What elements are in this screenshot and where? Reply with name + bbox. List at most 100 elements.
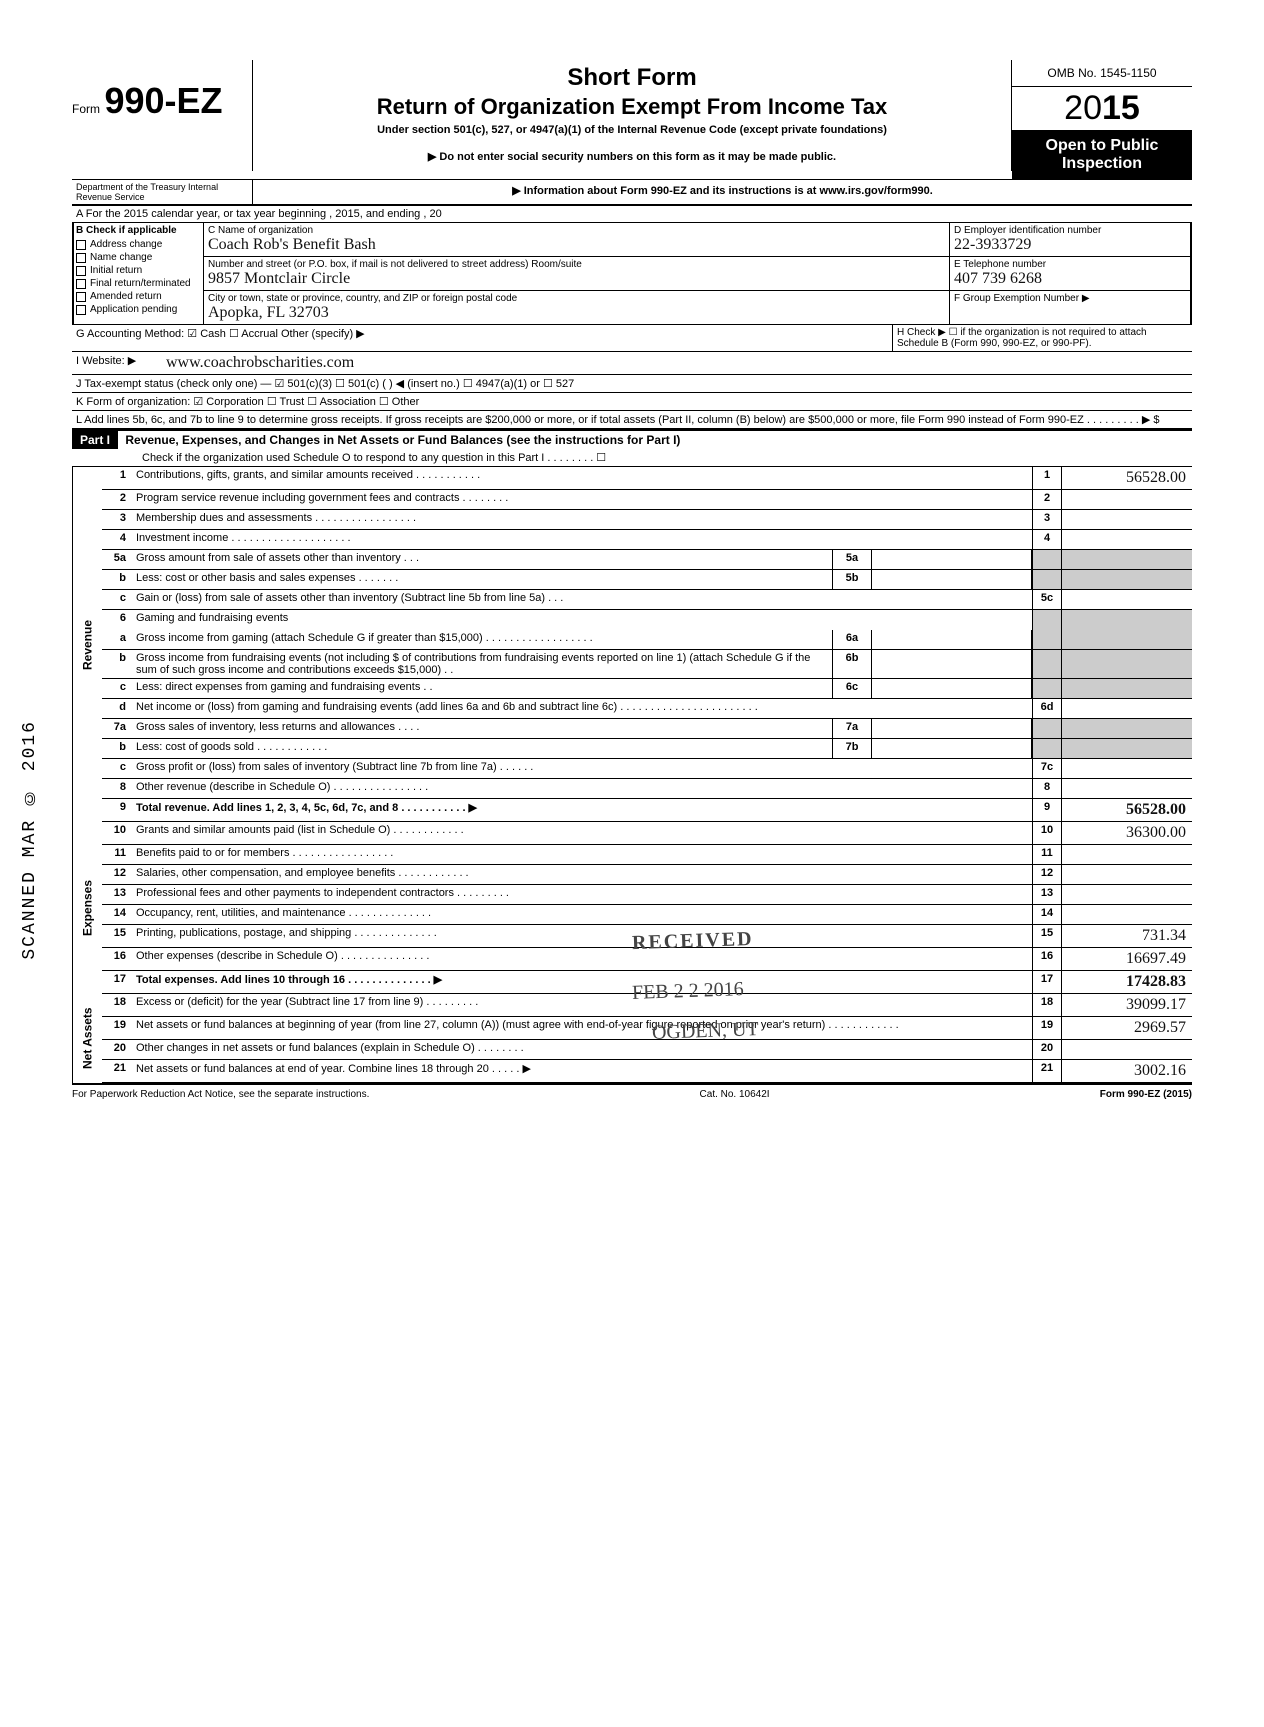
org-name-label: C Name of organization: [208, 225, 945, 236]
chk-final-return[interactable]: Final return/terminated: [74, 277, 203, 290]
line-5c: cGain or (loss) from sale of assets othe…: [102, 590, 1192, 610]
line-6: 6Gaming and fundraising events: [102, 610, 1192, 630]
chk-application-pending[interactable]: Application pending: [74, 303, 203, 316]
line-i-row: I Website: ▶ www.coachrobscharities.com: [72, 352, 1192, 375]
tel-label: E Telephone number: [954, 259, 1186, 270]
line-6d: dNet income or (loss) from gaming and fu…: [102, 699, 1192, 719]
main-title: Return of Organization Exempt From Incom…: [261, 94, 1003, 120]
date-stamp: FEB 2 2 2016: [632, 978, 744, 1005]
line-8: 8Other revenue (describe in Schedule O) …: [102, 779, 1192, 799]
city-label: City or town, state or province, country…: [208, 293, 945, 304]
scanned-stamp: SCANNED MAR © 2016: [20, 720, 40, 960]
year-prefix: 20: [1064, 89, 1102, 127]
line-6a: aGross income from gaming (attach Schedu…: [102, 630, 1192, 650]
line-10: 10Grants and similar amounts paid (list …: [102, 822, 1192, 845]
line-11: 11Benefits paid to or for members . . . …: [102, 845, 1192, 865]
netassets-block: Net Assets 18Excess or (deficit) for the…: [72, 994, 1192, 1083]
line-k: K Form of organization: ☑ Corporation ☐ …: [72, 393, 1192, 411]
line-j: J Tax-exempt status (check only one) — ☑…: [72, 375, 1192, 393]
omb-number: OMB No. 1545-1150: [1012, 60, 1192, 87]
line-5b: bLess: cost or other basis and sales exp…: [102, 570, 1192, 590]
footer-right: Form 990-EZ (2015): [1100, 1089, 1192, 1100]
line-6b: bGross income from fundraising events (n…: [102, 650, 1192, 679]
ein-value: 22-3933729: [954, 236, 1186, 254]
line-l: L Add lines 5b, 6c, and 7b to line 9 to …: [72, 411, 1192, 429]
line-g: G Accounting Method: ☑ Cash ☐ Accrual Ot…: [72, 325, 892, 351]
ein-label: D Employer identification number: [954, 225, 1186, 236]
title-cell: Short Form Return of Organization Exempt…: [252, 60, 1012, 171]
info-note: ▶ Information about Form 990-EZ and its …: [252, 180, 1192, 204]
line-19: 19Net assets or fund balances at beginni…: [102, 1017, 1192, 1040]
right-header: OMB No. 1545-1150 2015 Open to Public In…: [1012, 60, 1192, 179]
ssn-note: ▶ Do not enter social security numbers o…: [261, 150, 1003, 163]
line-1: 1Contributions, gifts, grants, and simil…: [102, 467, 1192, 490]
form-number-cell: Form 990-EZ: [72, 60, 252, 122]
part1-title: Revenue, Expenses, and Changes in Net As…: [121, 431, 684, 449]
line-20: 20Other changes in net assets or fund ba…: [102, 1040, 1192, 1060]
year-bold: 15: [1102, 89, 1140, 127]
line-5a: 5aGross amount from sale of assets other…: [102, 550, 1192, 570]
form-990ez: Form 990-EZ Short Form Return of Organiz…: [72, 60, 1192, 1100]
revenue-side-label: Revenue: [72, 467, 102, 822]
chk-name-change[interactable]: Name change: [74, 251, 203, 264]
part1-header: Part I Revenue, Expenses, and Changes in…: [72, 429, 1192, 467]
subtitle: Under section 501(c), 527, or 4947(a)(1)…: [261, 124, 1003, 136]
ogden-stamp: OGDEN, UT: [652, 1018, 759, 1045]
footer-left: For Paperwork Reduction Act Notice, see …: [72, 1089, 369, 1100]
dept-row: Department of the Treasury Internal Reve…: [72, 179, 1192, 204]
line-6c: cLess: direct expenses from gaming and f…: [102, 679, 1192, 699]
line-i-label: I Website: ▶: [72, 352, 162, 374]
line-7c: cGross profit or (loss) from sales of in…: [102, 759, 1192, 779]
section-d: D Employer identification number 22-3933…: [950, 223, 1190, 324]
tel-row: E Telephone number 407 739 6268: [950, 257, 1190, 291]
open-inspection: Open to Public Inspection: [1012, 131, 1192, 179]
part1-label: Part I: [72, 431, 118, 449]
line-k-text: K Form of organization: ☑ Corporation ☐ …: [72, 393, 423, 410]
line-g-h: G Accounting Method: ☑ Cash ☐ Accrual Ot…: [72, 325, 1192, 352]
website-value: www.coachrobscharities.com: [162, 352, 1192, 374]
part1-check: Check if the organization used Schedule …: [72, 449, 1192, 466]
section-b: B Check if applicable Address change Nam…: [74, 223, 204, 324]
footer-mid: Cat. No. 10642I: [700, 1089, 770, 1100]
ein-row: D Employer identification number 22-3933…: [950, 223, 1190, 257]
line-a-text: A For the 2015 calendar year, or tax yea…: [72, 206, 1192, 222]
org-name-row: C Name of organization Coach Rob's Benef…: [204, 223, 949, 257]
form-label: Form: [72, 102, 100, 116]
line-14: 14Occupancy, rent, utilities, and mainte…: [102, 905, 1192, 925]
chk-initial-return[interactable]: Initial return: [74, 264, 203, 277]
short-form-title: Short Form: [261, 64, 1003, 92]
form-header: Form 990-EZ Short Form Return of Organiz…: [72, 60, 1192, 179]
line-j-text: J Tax-exempt status (check only one) — ☑…: [72, 375, 578, 392]
group-exemption-row: F Group Exemption Number ▶: [950, 291, 1190, 319]
street-value: 9857 Montclair Circle: [208, 270, 945, 288]
line-7b: bLess: cost of goods sold . . . . . . . …: [102, 739, 1192, 759]
line-12: 12Salaries, other compensation, and empl…: [102, 865, 1192, 885]
city-value: Apopka, FL 32703: [208, 304, 945, 322]
expenses-side-label: Expenses: [72, 822, 102, 994]
received-stamp: RECEIVED: [632, 928, 754, 955]
line-a: A For the 2015 calendar year, or tax yea…: [72, 204, 1192, 223]
line-4: 4Investment income . . . . . . . . . . .…: [102, 530, 1192, 550]
line-l-text: L Add lines 5b, 6c, and 7b to line 9 to …: [72, 411, 1164, 428]
footer: For Paperwork Reduction Act Notice, see …: [72, 1083, 1192, 1100]
line-3: 3Membership dues and assessments . . . .…: [102, 510, 1192, 530]
street-label: Number and street (or P.O. box, if mail …: [208, 259, 945, 270]
tel-value: 407 739 6268: [954, 270, 1186, 288]
dept-treasury: Department of the Treasury Internal Reve…: [72, 180, 252, 204]
form-number: 990-EZ: [104, 80, 222, 121]
header-block: B Check if applicable Address change Nam…: [72, 223, 1192, 325]
netassets-side-label: Net Assets: [72, 994, 102, 1083]
line-2: 2Program service revenue including gover…: [102, 490, 1192, 510]
line-9: 9Total revenue. Add lines 1, 2, 3, 4, 5c…: [102, 799, 1192, 822]
line-21: 21Net assets or fund balances at end of …: [102, 1060, 1192, 1083]
city-row: City or town, state or province, country…: [204, 291, 949, 324]
section-b-header: B Check if applicable: [74, 223, 203, 238]
street-row: Number and street (or P.O. box, if mail …: [204, 257, 949, 291]
line-h: H Check ▶ ☐ if the organization is not r…: [892, 325, 1192, 351]
f-label: F Group Exemption Number ▶: [954, 293, 1186, 304]
chk-amended-return[interactable]: Amended return: [74, 290, 203, 303]
expenses-block: Expenses 10Grants and similar amounts pa…: [72, 822, 1192, 994]
chk-address-change[interactable]: Address change: [74, 238, 203, 251]
revenue-block: Revenue 1Contributions, gifts, grants, a…: [72, 467, 1192, 822]
org-name-value: Coach Rob's Benefit Bash: [208, 236, 945, 254]
